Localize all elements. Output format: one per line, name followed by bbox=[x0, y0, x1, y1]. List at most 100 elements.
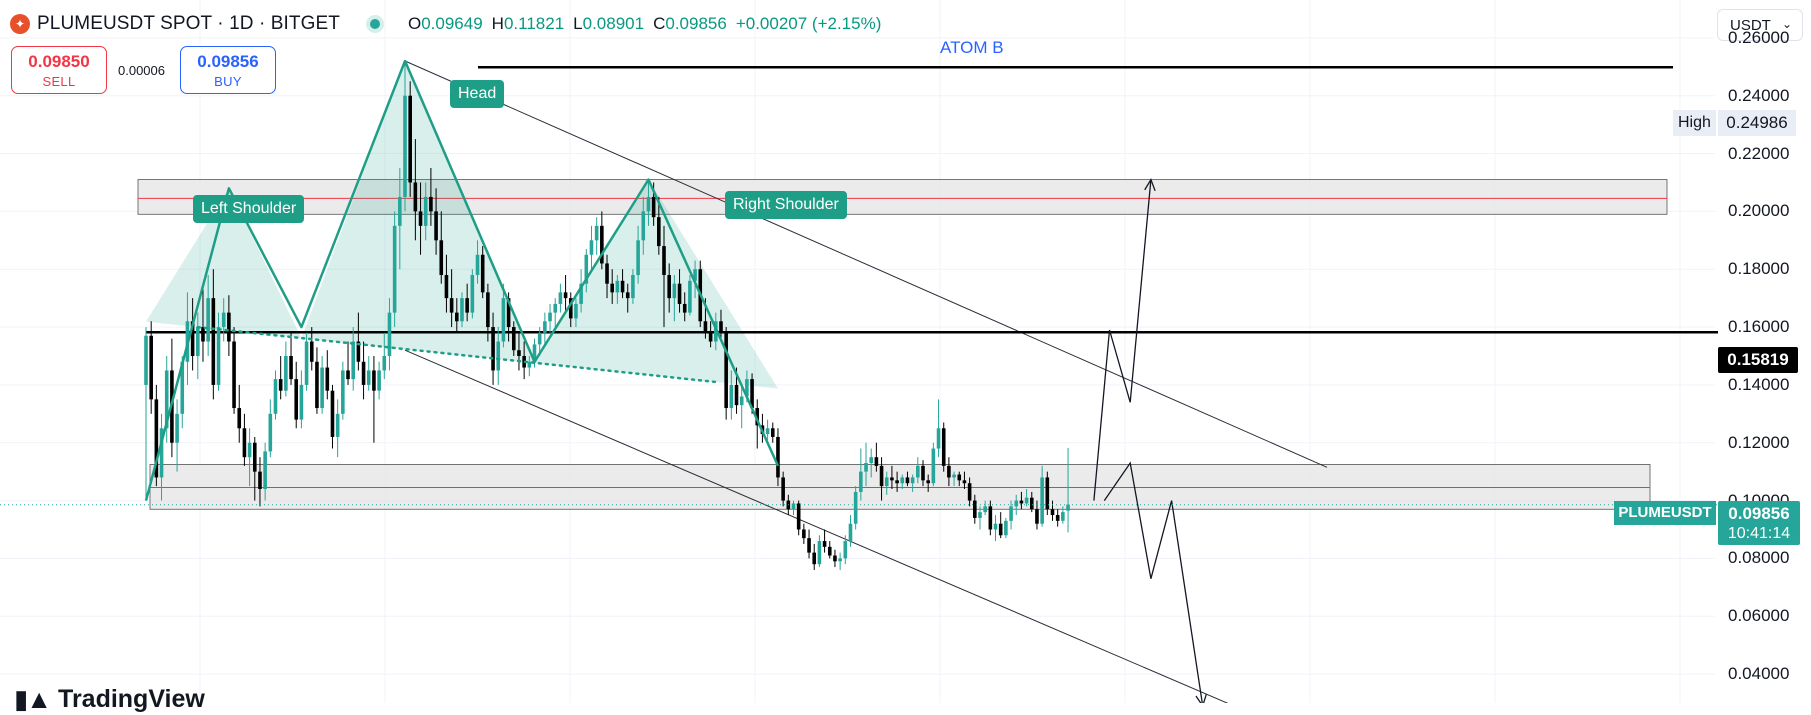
candle-body bbox=[232, 341, 236, 409]
candle-body bbox=[532, 344, 537, 362]
candle-body bbox=[574, 303, 578, 319]
pattern-fill-area bbox=[301, 61, 535, 363]
candle-body bbox=[983, 506, 987, 513]
candle bbox=[413, 139, 418, 241]
tradingview-logo-icon: ▮▲ bbox=[14, 684, 52, 714]
candle bbox=[677, 269, 682, 313]
candle bbox=[284, 341, 288, 397]
candle-body bbox=[620, 280, 625, 293]
candle bbox=[387, 298, 392, 371]
candle-body bbox=[967, 483, 972, 501]
candle-body bbox=[905, 477, 910, 484]
candle bbox=[926, 474, 930, 492]
left-shoulder-label[interactable]: Left Shoulder bbox=[193, 195, 305, 223]
candle-body bbox=[1050, 509, 1055, 516]
candle-body bbox=[501, 298, 506, 342]
candle bbox=[947, 457, 951, 487]
candle-body bbox=[594, 225, 599, 241]
candle bbox=[144, 327, 148, 501]
candle-body bbox=[693, 269, 697, 281]
arrow-down-head bbox=[1195, 694, 1207, 703]
head-label[interactable]: Head bbox=[450, 80, 505, 108]
price-projection bbox=[1093, 178, 1207, 703]
candle bbox=[589, 225, 594, 270]
candle-body bbox=[537, 332, 542, 345]
candle bbox=[983, 500, 987, 516]
currency-select[interactable]: USDT ⌄ bbox=[1717, 9, 1803, 41]
candle bbox=[501, 283, 506, 348]
candle-body bbox=[190, 321, 195, 356]
candle bbox=[196, 312, 200, 380]
candle bbox=[884, 471, 889, 495]
candle-body bbox=[962, 480, 967, 484]
candle bbox=[1019, 491, 1024, 510]
tradingview-logo[interactable]: ▮▲ TradingView bbox=[14, 684, 205, 715]
candle bbox=[796, 500, 801, 536]
candle bbox=[921, 460, 925, 487]
candle-body bbox=[216, 327, 221, 385]
candle-body bbox=[869, 457, 873, 463]
candle bbox=[667, 263, 671, 313]
last-price-tag: 0.09856 10:41:14 bbox=[1718, 501, 1800, 545]
candle bbox=[268, 399, 273, 458]
candle bbox=[382, 332, 387, 380]
candle bbox=[869, 448, 873, 478]
supply-demand-zones bbox=[137, 179, 1668, 510]
high-key: H bbox=[491, 14, 504, 33]
candle-body bbox=[1029, 497, 1034, 510]
candle-body bbox=[558, 292, 563, 304]
candle-body bbox=[366, 370, 371, 385]
open-key: O bbox=[407, 14, 422, 33]
candle bbox=[973, 494, 977, 524]
candle bbox=[491, 312, 495, 385]
close-key: C bbox=[653, 14, 666, 33]
candle-body bbox=[765, 428, 770, 435]
candle bbox=[568, 292, 573, 328]
candle bbox=[517, 332, 521, 371]
candle bbox=[1035, 500, 1039, 530]
candle bbox=[988, 500, 993, 536]
axis-tick-label: 0.04000 bbox=[1728, 664, 1790, 684]
sell-price: 0.09850 bbox=[28, 52, 90, 71]
candle bbox=[672, 275, 677, 322]
head-shoulders-pattern bbox=[144, 59, 780, 501]
axis-tick-label: 0.24000 bbox=[1728, 85, 1790, 105]
bar-countdown: 10:41:14 bbox=[1727, 525, 1791, 542]
candle-body bbox=[413, 182, 418, 212]
candle-body bbox=[672, 283, 677, 299]
candle bbox=[1050, 500, 1055, 521]
candle-body bbox=[149, 335, 153, 400]
candle bbox=[641, 196, 646, 255]
candle bbox=[429, 168, 433, 226]
candle-body bbox=[890, 477, 894, 481]
candle-body bbox=[144, 335, 148, 385]
candle bbox=[511, 321, 516, 356]
symbol-title[interactable]: PLUMEUSDT SPOT · 1D · BITGET bbox=[37, 13, 340, 34]
candle bbox=[434, 188, 438, 255]
candle-body bbox=[568, 298, 573, 319]
right-shoulder-label[interactable]: Right Shoulder bbox=[725, 191, 847, 219]
candle-body bbox=[470, 275, 475, 313]
candle bbox=[584, 248, 589, 293]
candle bbox=[931, 442, 936, 487]
candle-body bbox=[817, 541, 822, 565]
candle-body bbox=[408, 95, 412, 183]
sell-button[interactable]: 0.09850 SELL bbox=[11, 46, 107, 94]
candle-body bbox=[625, 292, 630, 299]
candle-body bbox=[403, 95, 407, 197]
buy-button[interactable]: 0.09856 BUY bbox=[180, 46, 276, 94]
candle bbox=[346, 341, 350, 385]
candle-body bbox=[320, 367, 324, 409]
candle-body bbox=[439, 240, 444, 276]
candle bbox=[688, 275, 692, 316]
candle-body bbox=[724, 332, 728, 409]
candle bbox=[905, 471, 910, 487]
last-price: 0.09856 bbox=[1728, 504, 1790, 523]
candle-body bbox=[827, 546, 832, 556]
candle-body bbox=[921, 465, 925, 481]
candle-body bbox=[745, 379, 749, 397]
candle bbox=[439, 211, 444, 284]
candle-body bbox=[263, 451, 267, 490]
chart-annotation: ATOM B bbox=[940, 38, 1004, 57]
